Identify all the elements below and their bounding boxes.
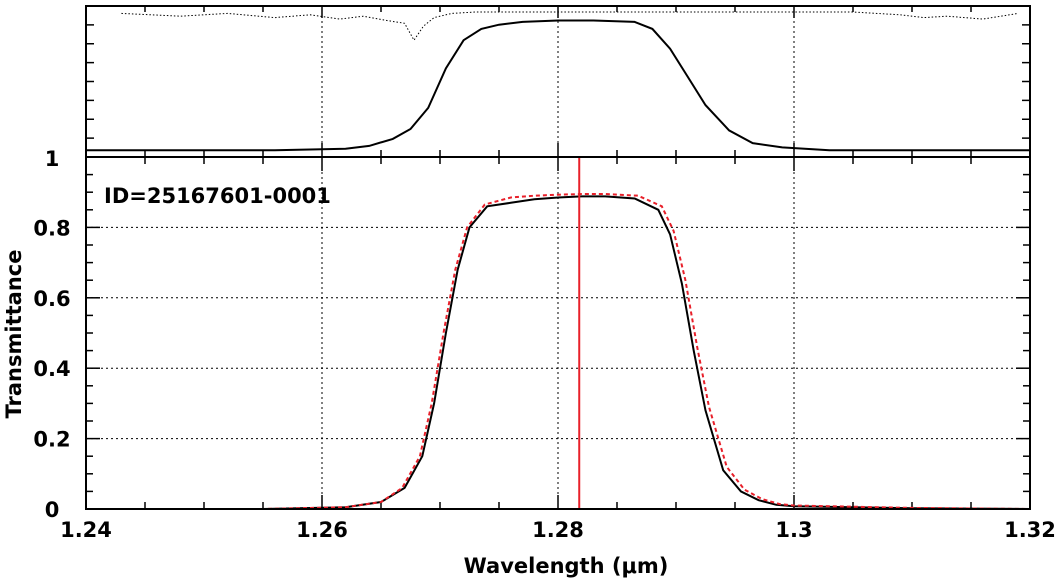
top-panel: 1	[45, 5, 1031, 171]
y-tick-label: 0.2	[33, 428, 70, 452]
main-series-model	[86, 193, 1031, 510]
main-panel: 1.24 1.26 1.28 1.3 1.32 0 0.2 0.4 0.6 0.8	[33, 156, 1056, 542]
y-axis-title: Transmittance	[2, 250, 26, 419]
top-series-filter-profile	[86, 19, 1030, 152]
top-ytick-label: 1	[45, 147, 60, 171]
x-tick-label: 1.32	[1004, 518, 1056, 542]
x-tick-label: 1.28	[532, 518, 584, 542]
x-tick-label: 1.3	[775, 518, 812, 542]
filter-id-annotation: ID=25167601-0001	[104, 184, 331, 208]
y-tick-label: 0.4	[33, 357, 70, 381]
y-tick-label: 0.8	[33, 216, 70, 240]
main-series-measured	[86, 195, 1031, 510]
x-axis-title: Wavelength (μm)	[464, 554, 669, 578]
y-tick-label: 0.6	[33, 287, 70, 311]
top-series-atmosphere	[121, 11, 1019, 42]
x-tick-label: 1.24	[60, 518, 112, 542]
x-tick-label: 1.26	[296, 518, 348, 542]
main-panel-frame	[85, 156, 1031, 510]
y-tick-label: 0	[45, 498, 60, 522]
